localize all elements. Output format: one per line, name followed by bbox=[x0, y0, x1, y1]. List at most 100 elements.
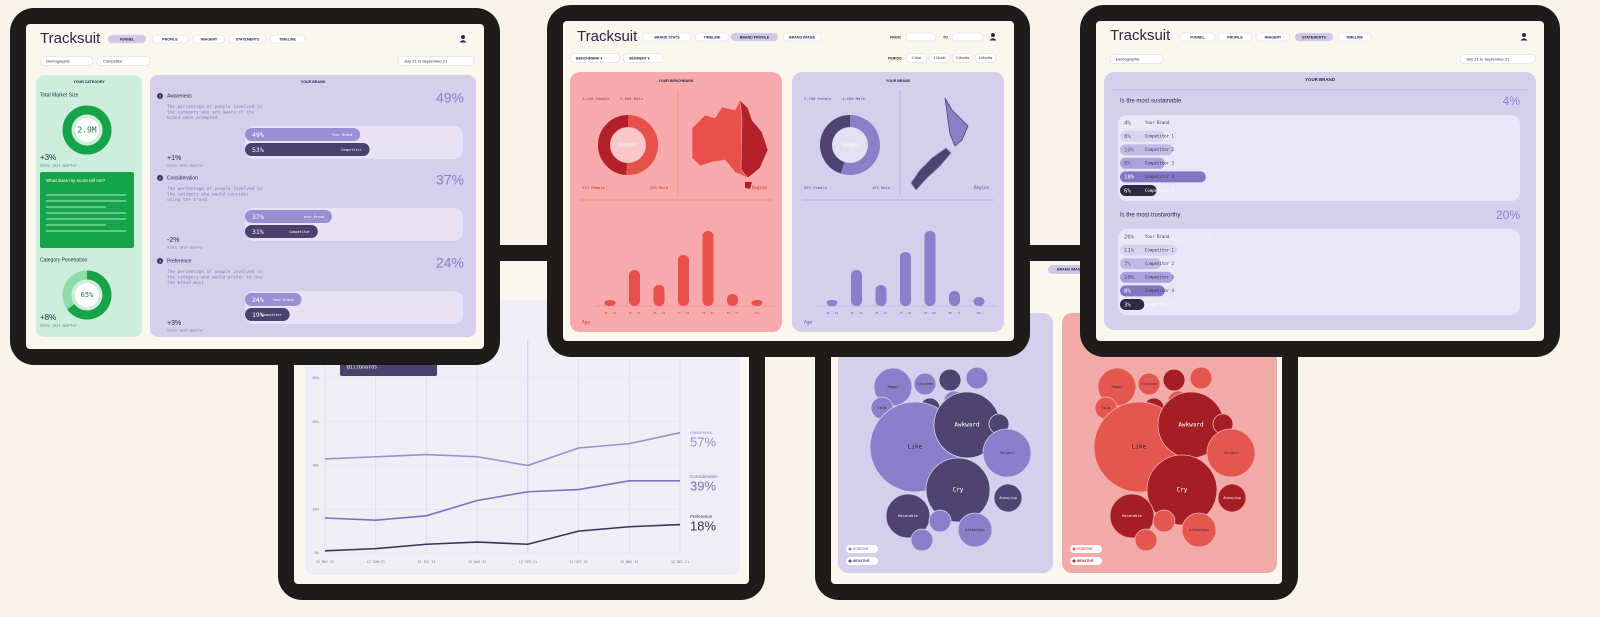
bar bbox=[949, 291, 960, 306]
label: Since last quarter bbox=[40, 164, 77, 168]
bubble-label: Calm bbox=[1102, 406, 1111, 410]
date-field bbox=[951, 32, 984, 42]
tab bbox=[192, 34, 226, 44]
period-chip-label: 1 Year bbox=[912, 56, 922, 60]
label: Preference bbox=[167, 258, 192, 264]
donut-segment bbox=[820, 115, 851, 174]
x-tick-label: 12 MAY 21 bbox=[316, 560, 334, 564]
x-tick-label: 55 - 64 bbox=[924, 311, 936, 315]
x-tick-label: 12 JUL 21 bbox=[417, 560, 435, 564]
bubble bbox=[938, 368, 962, 392]
bar bbox=[1120, 117, 1149, 128]
change: -2% bbox=[167, 237, 179, 244]
tab-label: BRAND IMAGE bbox=[789, 35, 815, 39]
x-tick-label: 45 - 54 bbox=[678, 311, 690, 315]
label: 65% bbox=[81, 291, 94, 299]
label: TO bbox=[943, 35, 948, 39]
text-line: the category who would consider bbox=[167, 191, 252, 197]
bar-label: 37% bbox=[252, 213, 264, 221]
legend-swatch bbox=[848, 559, 852, 563]
bar bbox=[629, 270, 640, 306]
bubble-label: Awkward bbox=[1178, 422, 1204, 429]
x-tick-label: 12 DEC 21 bbox=[671, 560, 689, 564]
share-label: 51% Female bbox=[582, 185, 606, 190]
bar bbox=[245, 143, 370, 156]
x-tick-label: 35 - 44 bbox=[875, 311, 887, 315]
date-picker bbox=[1459, 54, 1537, 64]
label: YOUR BRAND bbox=[886, 79, 911, 83]
x-tick-label: 25 - 34 bbox=[851, 311, 863, 315]
bubble bbox=[1146, 454, 1218, 526]
bubble-label: Attention bbox=[1189, 528, 1208, 532]
label: Category Penetration bbox=[40, 257, 87, 263]
x-tick-label: 75+ bbox=[754, 311, 759, 315]
line bbox=[324, 480, 680, 521]
logo: Tracksuit bbox=[1110, 27, 1171, 44]
period-chip bbox=[928, 53, 951, 63]
profile-card bbox=[792, 72, 1004, 332]
logo: Tracksuit bbox=[577, 28, 638, 45]
user-icon bbox=[1520, 38, 1528, 41]
legend-swatch bbox=[1072, 559, 1076, 563]
bar-label: 53% bbox=[252, 146, 264, 154]
label: YOUR BENCHMARK bbox=[659, 79, 694, 83]
dropdown bbox=[622, 53, 664, 63]
tooltip-label: Billboards bbox=[347, 365, 377, 371]
tab bbox=[107, 34, 147, 44]
bubble bbox=[1189, 366, 1213, 390]
dropdown-label: Competitor bbox=[103, 58, 123, 63]
bubble-label: Excited bbox=[917, 382, 932, 386]
label: Region bbox=[974, 185, 990, 190]
dropdown-label: SEGMENT ▾ bbox=[629, 56, 651, 60]
tab-label: FUNNEL bbox=[1190, 35, 1205, 39]
bar-track bbox=[1118, 115, 1520, 201]
x-tick-label: 25 - 34 bbox=[629, 311, 641, 315]
step-number: 1 bbox=[159, 94, 161, 98]
share-label: 49% Male bbox=[650, 185, 669, 190]
statement-score: 4% bbox=[1503, 94, 1521, 108]
label: PERIOD bbox=[888, 56, 902, 60]
bar-name: Your Brand bbox=[1145, 234, 1170, 239]
legend-label: NEGATIVE bbox=[1077, 559, 1094, 563]
bar bbox=[245, 308, 290, 321]
text-line: The percentage of people involved in bbox=[167, 186, 265, 192]
bar-label: 11% bbox=[1124, 248, 1135, 254]
step-dot bbox=[157, 258, 163, 264]
bar bbox=[1120, 185, 1157, 196]
x-tick-label: 12 AUG 21 bbox=[468, 560, 486, 564]
step-number: 3 bbox=[159, 259, 161, 263]
bar-name: Competitor 3 bbox=[1145, 275, 1174, 280]
bubble-label: Annoying bbox=[999, 496, 1016, 500]
bar bbox=[245, 225, 318, 238]
tab bbox=[269, 34, 306, 44]
bubble bbox=[1217, 483, 1247, 513]
bar-label: 10% bbox=[1124, 148, 1135, 154]
bubble bbox=[1206, 428, 1256, 478]
bubble bbox=[925, 457, 991, 523]
change-note: Since last quarter bbox=[167, 329, 204, 333]
user-icon bbox=[989, 38, 997, 41]
tab bbox=[694, 32, 730, 42]
x-tick-label: 18 - 24 bbox=[826, 311, 838, 315]
period-chip bbox=[905, 53, 928, 63]
user-icon bbox=[461, 35, 465, 39]
bubble bbox=[957, 512, 993, 548]
tab-label: PROFILE bbox=[1227, 35, 1243, 39]
tab bbox=[1294, 32, 1334, 42]
bubble-label: Happy bbox=[1112, 385, 1124, 389]
bar-label: 6% bbox=[1124, 188, 1131, 194]
bubble-label: Bright bbox=[1001, 451, 1014, 455]
bar bbox=[900, 252, 911, 306]
donut-center bbox=[832, 127, 868, 163]
bar bbox=[924, 231, 936, 306]
count: 5,700 Female bbox=[804, 96, 832, 101]
bar bbox=[727, 294, 738, 306]
x-tick-label: 12 NOV 21 bbox=[620, 560, 638, 564]
bar bbox=[604, 300, 616, 306]
legend-label: NEGATIVE bbox=[853, 559, 870, 563]
map bbox=[944, 97, 969, 147]
change: +3% bbox=[167, 320, 181, 327]
period-chip-label: 3 Months bbox=[956, 56, 970, 60]
legend-swatch bbox=[1072, 547, 1076, 551]
bar-name: Competitor 4 bbox=[1145, 288, 1174, 293]
